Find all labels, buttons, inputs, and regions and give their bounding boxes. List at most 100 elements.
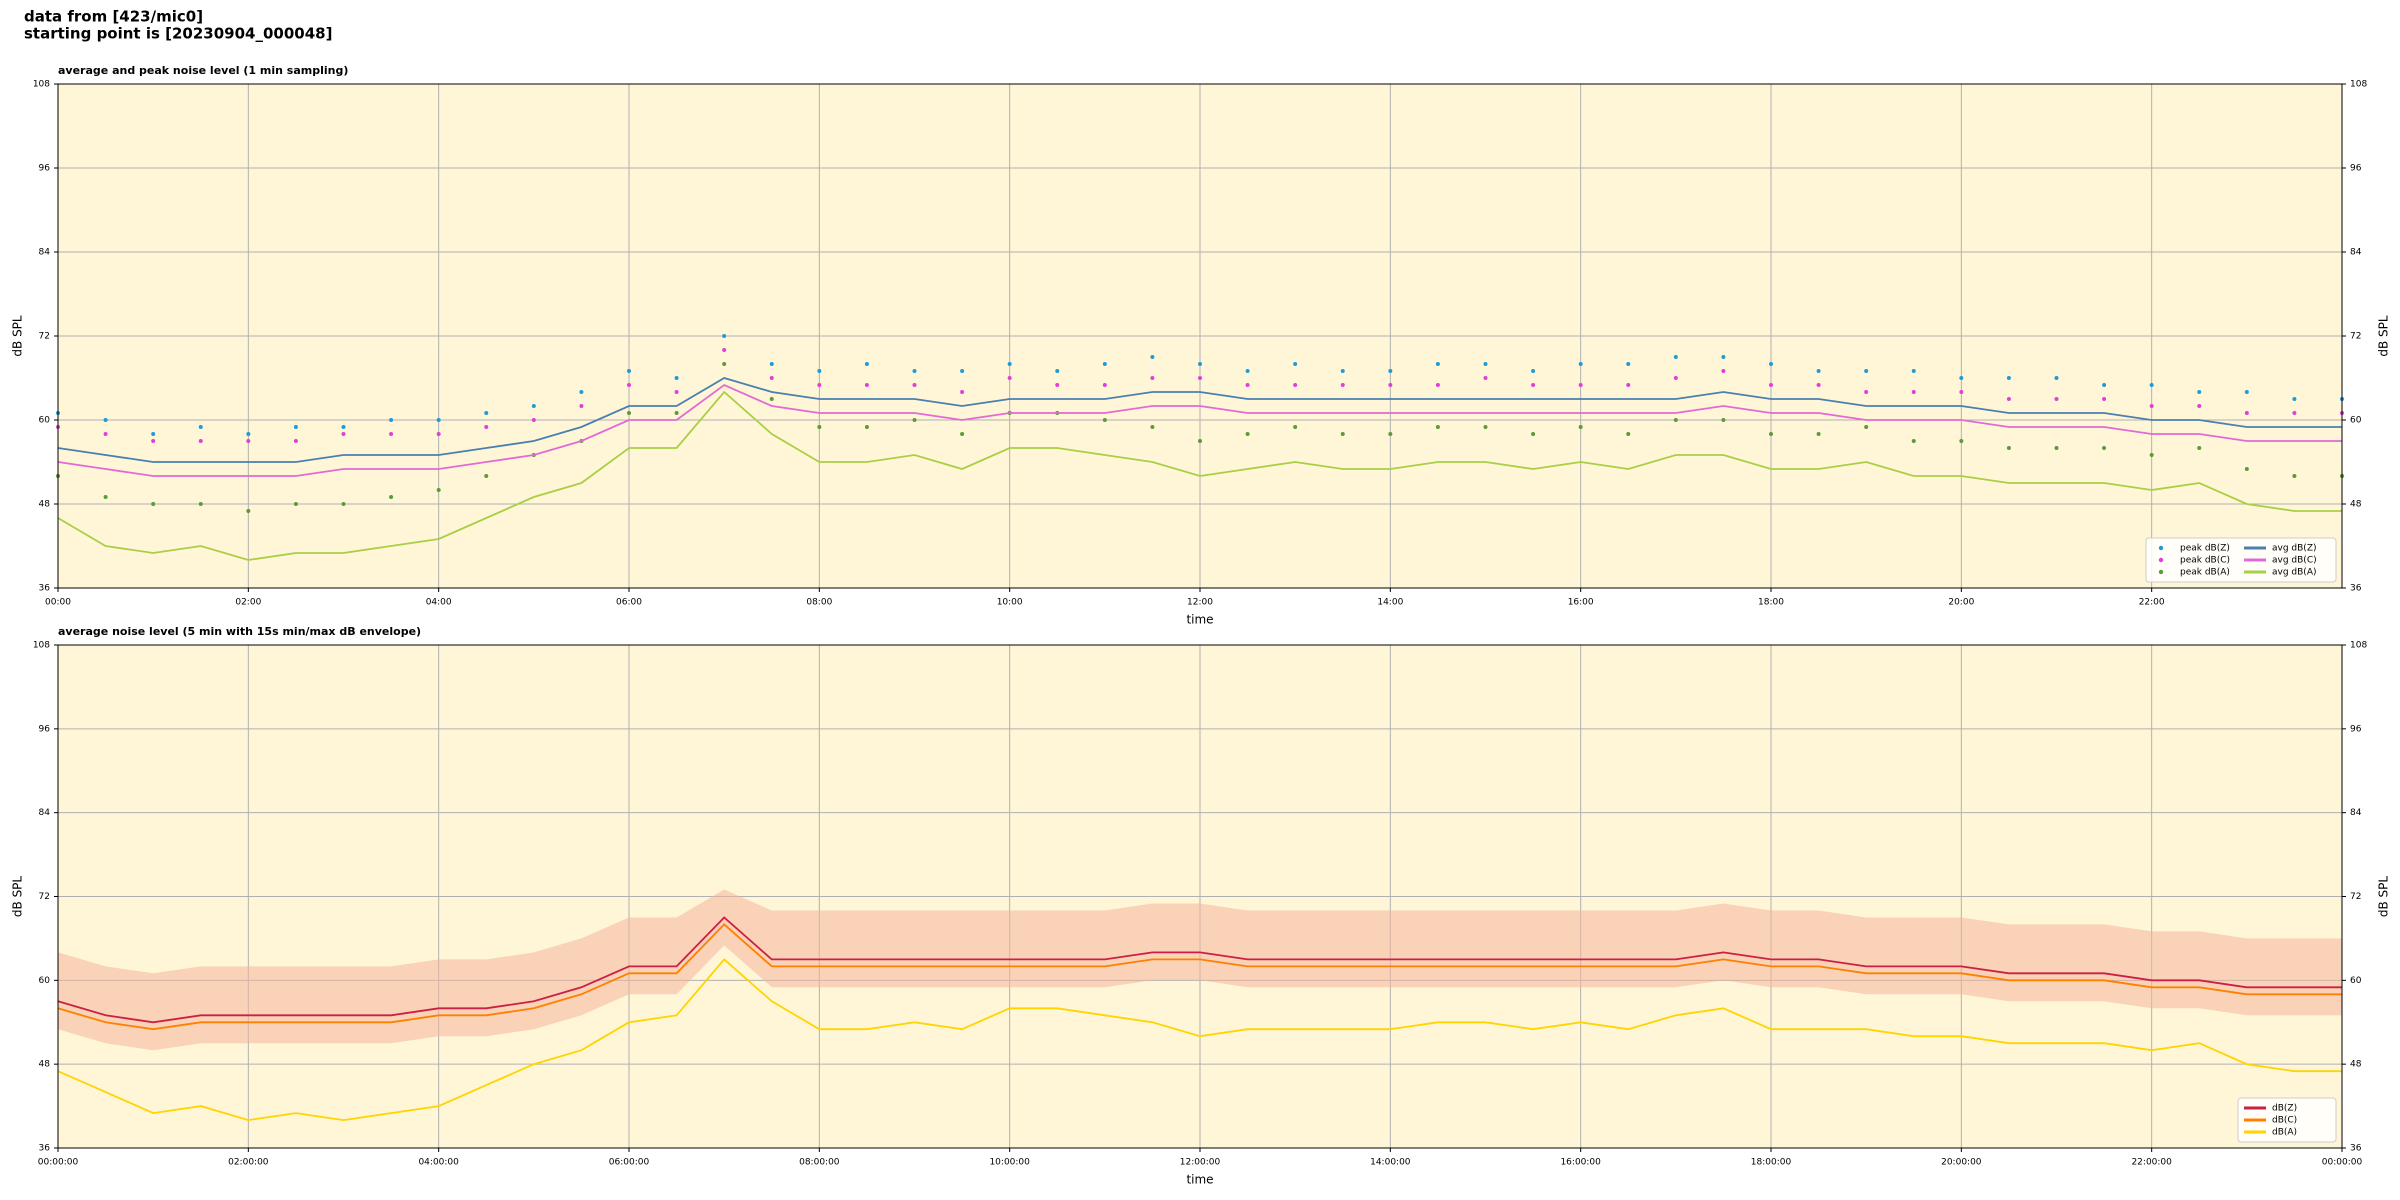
y-tick-label: 72 xyxy=(39,892,50,902)
peak-point xyxy=(531,404,536,408)
x-tick-label: 04:00:00 xyxy=(418,1158,459,1168)
peak-point xyxy=(1150,425,1155,429)
peak-point xyxy=(864,425,869,429)
series-line xyxy=(57,383,2342,477)
peak-point xyxy=(198,425,203,429)
x-tick-label: 18:00:00 xyxy=(1751,1158,1792,1168)
x-tick-label: 20:00 xyxy=(1948,598,1974,608)
peak-point xyxy=(912,418,917,422)
peak-point xyxy=(1626,362,1631,366)
y-tick-label: 84 xyxy=(39,248,51,258)
x-tick-label: 16:00 xyxy=(1568,598,1594,608)
peak-point xyxy=(1531,383,1536,387)
peak-point xyxy=(817,369,822,373)
peak-point xyxy=(674,411,679,415)
peak-point xyxy=(1626,432,1631,436)
y-axis-label: dB SPL xyxy=(11,876,25,918)
legend-label: peak dB(Z) xyxy=(2180,544,2230,554)
y-tick-label: 84 xyxy=(2350,808,2362,818)
peak-point xyxy=(1626,383,1631,387)
y-axis-label: dB SPL xyxy=(2377,315,2391,357)
y-tick-label: 96 xyxy=(39,164,51,174)
peak-point xyxy=(674,390,679,394)
legend-marker xyxy=(2158,557,2164,563)
peak-point xyxy=(2102,446,2107,450)
peak-point xyxy=(1245,369,1250,373)
peak-point xyxy=(1769,383,1773,387)
peak-point xyxy=(341,502,346,506)
peak-point xyxy=(436,418,441,422)
peak-point xyxy=(1150,376,1155,380)
peak-point xyxy=(484,411,489,415)
peak-point xyxy=(769,376,774,380)
peak-point xyxy=(1816,432,1821,436)
peak-point xyxy=(1388,369,1393,373)
peak-point xyxy=(722,348,727,352)
legend-label: avg dB(Z) xyxy=(2272,544,2317,554)
peak-point xyxy=(1673,355,1678,359)
x-tick-label: 06:00 xyxy=(616,598,642,608)
peak-point xyxy=(1055,383,1060,387)
peak-point xyxy=(1102,362,1107,366)
peak-point xyxy=(2197,446,2202,450)
peak-point xyxy=(912,383,917,387)
peak-point xyxy=(1578,383,1583,387)
header-line: data from [423/mic0] xyxy=(24,8,203,26)
peak-point xyxy=(103,495,108,499)
peak-point xyxy=(1388,383,1393,387)
peak-point xyxy=(1673,418,1678,422)
y-tick-label: 48 xyxy=(39,500,51,510)
peak-point xyxy=(2006,376,2011,380)
header-line: starting point is [20230904_000048] xyxy=(24,25,332,43)
y-tick-label: 72 xyxy=(2350,892,2361,902)
peak-point xyxy=(1911,439,1916,443)
peak-point xyxy=(2149,383,2154,387)
y-tick-label: 48 xyxy=(2350,1060,2362,1070)
peak-point xyxy=(1769,362,1773,366)
x-tick-label: 08:00:00 xyxy=(799,1158,840,1168)
peak-point xyxy=(1245,383,1250,387)
peak-point xyxy=(1864,390,1869,394)
peak-point xyxy=(1864,425,1869,429)
peak-point xyxy=(1531,432,1536,436)
x-tick-label: 22:00 xyxy=(2139,598,2165,608)
peak-point xyxy=(151,432,156,436)
y-tick-label: 84 xyxy=(2350,248,2362,258)
peak-point xyxy=(1721,355,1726,359)
y-tick-label: 48 xyxy=(2350,500,2362,510)
peak-point xyxy=(1673,376,1678,380)
y-tick-label: 48 xyxy=(39,1060,51,1070)
peak-point xyxy=(484,425,489,429)
legend-label: dB(C) xyxy=(2272,1116,2297,1126)
y-tick-label: 96 xyxy=(39,724,51,734)
peak-point xyxy=(2054,397,2059,401)
x-tick-label: 00:00 xyxy=(45,598,71,608)
peak-point xyxy=(389,495,394,499)
plot-frame xyxy=(57,644,2343,1149)
peak-point xyxy=(436,488,441,492)
peak-point xyxy=(2197,390,2202,394)
y-axis-label: dB SPL xyxy=(2377,876,2391,918)
y-tick-label: 108 xyxy=(33,80,50,90)
legend-label: peak dB(C) xyxy=(2180,556,2230,566)
series-line xyxy=(57,377,2342,463)
legend-label: dB(A) xyxy=(2272,1128,2297,1138)
peak-point xyxy=(2102,397,2107,401)
peak-point xyxy=(1293,425,1298,429)
peak-point xyxy=(1578,425,1583,429)
x-tick-label: 12:00:00 xyxy=(1180,1158,1221,1168)
peak-point xyxy=(2006,397,2011,401)
legend-label: avg dB(C) xyxy=(2272,556,2317,566)
peak-point xyxy=(912,369,917,373)
y-tick-label: 108 xyxy=(2350,80,2367,90)
peak-point xyxy=(246,509,251,513)
chart-title: average and peak noise level (1 min samp… xyxy=(58,64,348,77)
x-axis-label: time xyxy=(1186,613,1213,627)
peak-point xyxy=(389,418,394,422)
peak-point xyxy=(864,362,869,366)
x-tick-label: 00:00:00 xyxy=(2322,1158,2363,1168)
peak-point xyxy=(2054,446,2059,450)
plot-frame xyxy=(57,83,2343,589)
peak-point xyxy=(960,390,965,394)
y-tick-label: 60 xyxy=(39,416,51,426)
